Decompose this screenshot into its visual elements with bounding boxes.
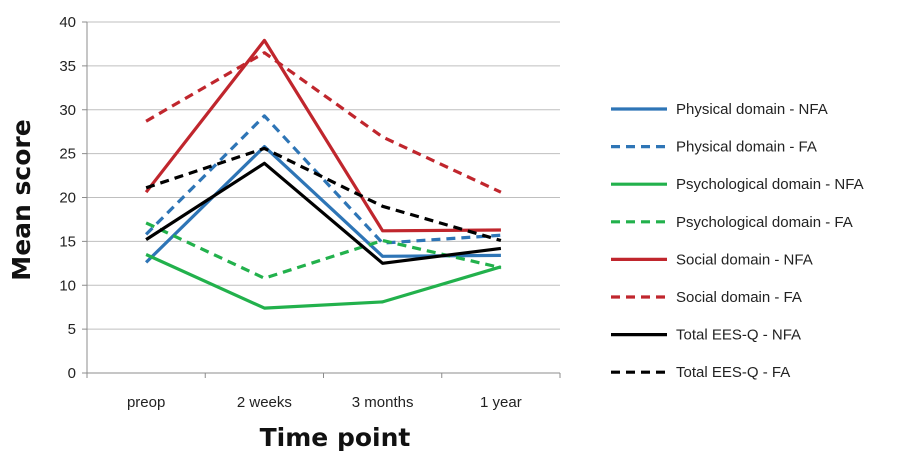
series-line-6 (145, 51, 502, 194)
y-tick-label: 25 (59, 146, 76, 163)
y-tick-label: 40 (59, 14, 76, 31)
x-axis-title: Time point (260, 423, 411, 452)
series-line-5 (144, 38, 501, 233)
legend-label: Social domain - NFA (676, 251, 813, 268)
series-lines (144, 38, 502, 310)
axes (82, 21, 561, 378)
legend-label: Social domain - FA (676, 289, 802, 306)
y-tick-label: 10 (59, 277, 76, 294)
legend-label: Physical domain - NFA (676, 101, 828, 118)
x-tick-label: 2 weeks (237, 394, 292, 411)
x-tick-label: 1 year (480, 394, 522, 411)
x-tick-labels: preop 2 weeks 3 months 1 year (127, 394, 522, 411)
legend: Physical domain - NFA Physical domain - F… (611, 101, 864, 381)
y-tick-label: 35 (59, 58, 76, 75)
series-line-7 (145, 161, 502, 265)
series-line-3 (145, 253, 502, 310)
x-tick-label: preop (127, 394, 165, 411)
y-tick-label: 30 (59, 102, 76, 119)
y-tick-label: 0 (68, 365, 76, 382)
series-line-2 (144, 114, 502, 245)
x-tick-label: 3 months (352, 394, 414, 411)
y-tick-labels: 0 5 10 15 20 25 30 35 40 (59, 14, 76, 382)
legend-label: Physical domain - FA (676, 139, 817, 156)
y-axis-title: Mean score (7, 119, 36, 280)
series-line-8 (145, 146, 502, 243)
y-tick-label: 15 (59, 233, 76, 250)
y-tick-label: 20 (59, 190, 76, 207)
legend-label: Psychological domain - FA (676, 214, 853, 231)
legend-label: Psychological domain - NFA (676, 176, 864, 193)
legend-label: Total EES-Q - NFA (676, 327, 801, 344)
series-line-4 (145, 221, 502, 280)
y-tick-label: 5 (68, 321, 76, 338)
legend-label: Total EES-Q - FA (676, 364, 790, 381)
